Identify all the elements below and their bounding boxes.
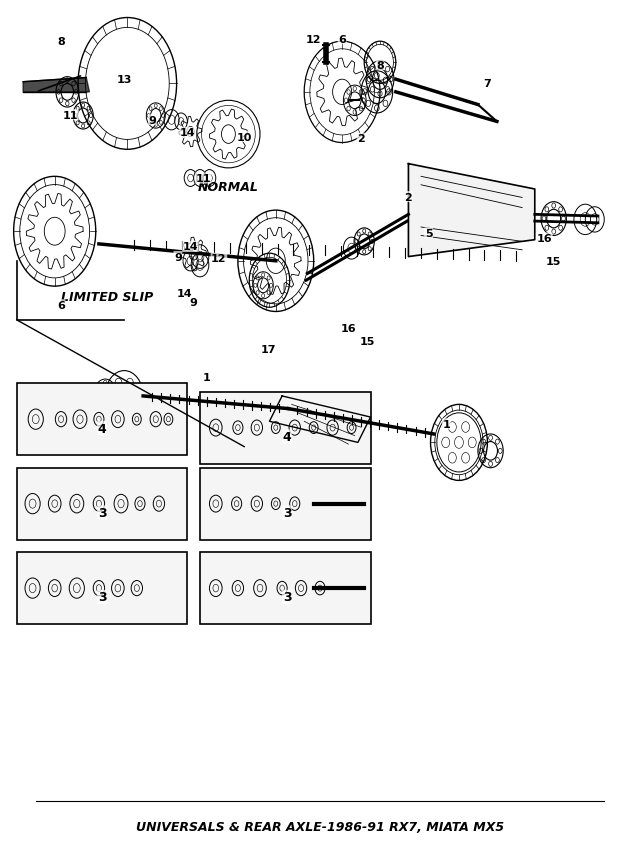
FancyBboxPatch shape [200, 553, 371, 625]
Text: 15: 15 [546, 256, 561, 267]
Text: 16: 16 [536, 233, 552, 244]
Text: 3: 3 [283, 590, 291, 604]
Text: 17: 17 [260, 345, 276, 355]
Text: 4: 4 [98, 422, 106, 435]
Text: 14: 14 [180, 129, 195, 138]
Text: 4: 4 [283, 430, 292, 443]
Polygon shape [408, 164, 535, 257]
FancyBboxPatch shape [17, 383, 188, 456]
Text: 9: 9 [148, 116, 157, 125]
Text: 5: 5 [425, 228, 433, 239]
Text: 12: 12 [211, 254, 227, 264]
Text: 12: 12 [306, 36, 321, 45]
Text: 2: 2 [357, 134, 365, 144]
Text: LIMITED SLIP: LIMITED SLIP [61, 291, 153, 303]
FancyBboxPatch shape [17, 469, 188, 540]
Polygon shape [269, 396, 371, 443]
Text: 6: 6 [338, 35, 346, 44]
Text: 11: 11 [63, 111, 78, 120]
Polygon shape [23, 78, 90, 93]
Text: 8: 8 [376, 60, 384, 71]
Text: 10: 10 [237, 132, 252, 142]
Text: 13: 13 [116, 75, 132, 85]
Text: 15: 15 [360, 337, 375, 347]
Text: 11: 11 [195, 174, 211, 184]
Text: 1: 1 [202, 373, 210, 383]
Text: 3: 3 [98, 590, 106, 604]
Text: 8: 8 [57, 37, 65, 47]
Text: 2: 2 [404, 193, 412, 203]
Text: 1: 1 [442, 419, 450, 429]
Text: 14: 14 [177, 289, 192, 298]
FancyBboxPatch shape [200, 469, 371, 540]
Text: 3: 3 [283, 506, 291, 520]
Text: NORMAL: NORMAL [198, 181, 259, 193]
Text: 16: 16 [340, 323, 356, 333]
FancyBboxPatch shape [200, 392, 371, 464]
Text: 14: 14 [182, 242, 198, 252]
Text: 7: 7 [483, 79, 492, 89]
Text: 3: 3 [98, 506, 106, 520]
FancyBboxPatch shape [17, 553, 188, 625]
Text: 6: 6 [57, 301, 65, 310]
Text: 9: 9 [189, 298, 198, 308]
Text: 9: 9 [174, 252, 182, 262]
Text: UNIVERSALS & REAR AXLE-1986-91 RX7, MIATA MX5: UNIVERSALS & REAR AXLE-1986-91 RX7, MIAT… [136, 820, 504, 833]
